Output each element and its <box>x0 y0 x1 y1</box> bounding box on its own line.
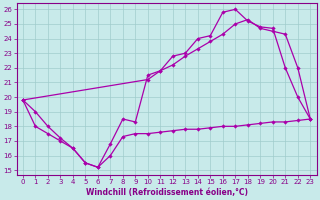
X-axis label: Windchill (Refroidissement éolien,°C): Windchill (Refroidissement éolien,°C) <box>85 188 248 197</box>
